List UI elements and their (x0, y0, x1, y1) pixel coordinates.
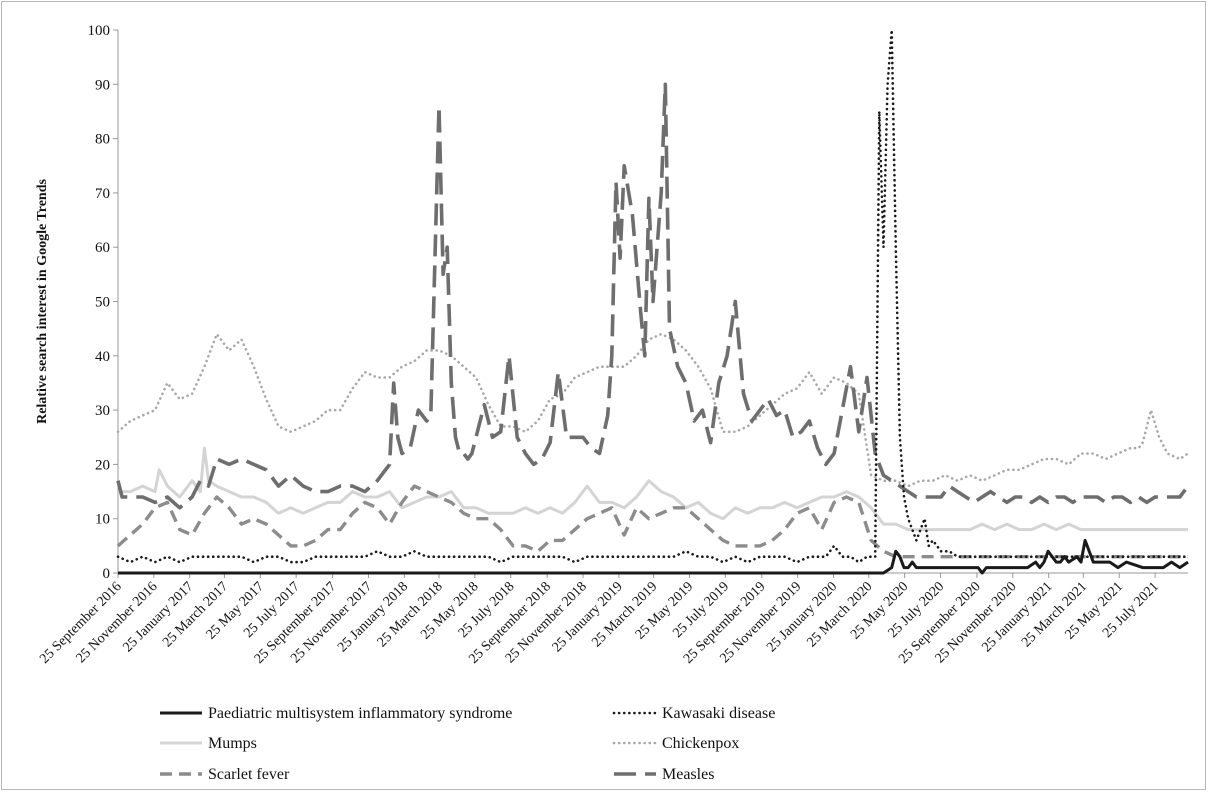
series-line-kawasaki-disease (116, 28, 1190, 564)
y-tick-label: 70 (95, 186, 110, 202)
y-axis: 0 10 20 30 40 50 60 70 80 90 100 (88, 23, 119, 582)
series-line-chickenpox (116, 332, 1190, 488)
y-tick-label: 20 (95, 457, 110, 473)
series-line-measles (116, 82, 1190, 510)
series-line-mumps (118, 446, 1188, 532)
series-layer (116, 28, 1190, 575)
legend-label-scarlet-fever: Scarlet fever (208, 766, 290, 783)
y-tick-label: 100 (88, 23, 111, 39)
legend-label-mumps: Mumps (208, 735, 257, 752)
y-tick-label: 90 (95, 77, 110, 93)
y-tick-label: 60 (95, 240, 110, 256)
y-tick-label: 30 (95, 403, 110, 419)
y-tick-label: 40 (95, 349, 110, 365)
y-tick-label: 0 (103, 566, 111, 582)
legend-label-chickenpox: Chickenpox (662, 735, 739, 752)
legend-label-kawasaki-disease: Kawasaki disease (662, 705, 775, 722)
y-axis-label: Relative search interest in Google Trend… (35, 179, 50, 424)
series-line-scarlet-fever (116, 484, 1188, 559)
legend: Paediatric multisystem inflammatory synd… (160, 705, 775, 783)
y-tick-label: 10 (95, 512, 110, 528)
y-tick-label: 80 (95, 132, 110, 148)
legend-label-measles: Measles (662, 766, 714, 783)
series-line-paediatric-multisystem-inflammatory-syndrome (118, 538, 1189, 575)
y-tick-label: 50 (95, 295, 110, 311)
legend-label-paediatric-multisystem-inflammatory-syndrome: Paediatric multisystem inflammatory synd… (208, 705, 512, 722)
